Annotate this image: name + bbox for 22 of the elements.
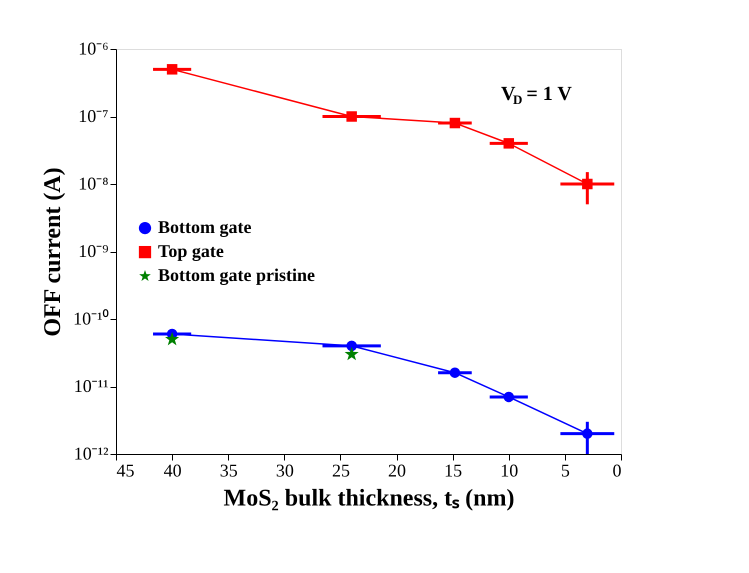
x-tick-label: 30	[276, 460, 294, 480]
x-tick-label: 20	[388, 460, 406, 480]
y-tick-label: 10⁻¹²	[74, 444, 108, 464]
y-axis-title: OFF current (A)	[40, 167, 66, 337]
x-tick-label: 45	[116, 460, 134, 480]
y-tick-label: 10⁻⁷	[78, 106, 108, 126]
x-tick-label: 0	[612, 460, 622, 480]
x-axis-title: MoS₂ bulk thickness, tₛ (nm)	[224, 486, 514, 512]
legend-label: Top gate	[158, 241, 224, 262]
legend-label: Bottom gate pristine	[158, 265, 315, 286]
x-tick-label: 35	[220, 460, 238, 480]
y-tick-label: 10⁻⁶	[78, 38, 108, 58]
y-tick-label: 10⁻¹¹	[74, 376, 108, 396]
x-tick-label: 40	[164, 460, 182, 480]
y-tick-label: 10⁻⁸	[78, 174, 108, 194]
x-tick-label: 25	[332, 460, 350, 480]
legend-label: Bottom gate	[158, 217, 252, 238]
x-tick-label: 10	[500, 460, 518, 480]
y-tick-label: 10⁻¹⁰	[73, 308, 108, 328]
y-tick-label: 10⁻⁹	[78, 241, 108, 261]
x-tick-label: 5	[560, 460, 570, 480]
x-tick-label: 15	[444, 460, 462, 480]
